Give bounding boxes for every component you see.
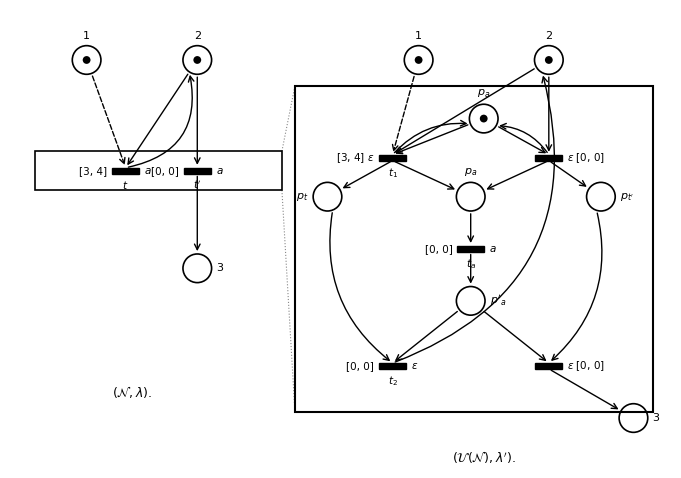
Bar — [35, 151, 282, 190]
Text: 1: 1 — [415, 31, 422, 41]
Circle shape — [415, 56, 422, 64]
Text: $t'$: $t'$ — [193, 179, 202, 191]
Circle shape — [545, 56, 553, 64]
Bar — [457, 246, 484, 252]
Bar — [379, 363, 407, 369]
Circle shape — [480, 115, 488, 122]
Text: [3, 4]: [3, 4] — [79, 166, 108, 175]
Bar — [112, 168, 140, 174]
Text: 3: 3 — [652, 413, 659, 423]
Text: $t_a$: $t_a$ — [466, 257, 476, 271]
Text: $a$: $a$ — [489, 244, 496, 254]
Text: [0, 0]: [0, 0] — [151, 166, 179, 175]
Text: $(\mathcal{U}(\mathcal{N}), \lambda^{\prime}).$: $(\mathcal{U}(\mathcal{N}), \lambda^{\pr… — [452, 449, 516, 465]
Text: 3: 3 — [216, 263, 223, 273]
Text: $a$: $a$ — [144, 166, 152, 175]
Text: $p'_a$: $p'_a$ — [490, 293, 506, 308]
Text: $(\mathcal{N}, \lambda).$: $(\mathcal{N}, \lambda).$ — [112, 384, 153, 400]
Text: $p_{t^\prime}$: $p_{t^\prime}$ — [620, 191, 634, 203]
Text: $p_t$: $p_t$ — [296, 191, 308, 203]
Text: $\epsilon$: $\epsilon$ — [411, 361, 418, 371]
Text: $\bar{p}_a$: $\bar{p}_a$ — [477, 86, 490, 100]
Bar — [295, 86, 653, 412]
Circle shape — [193, 56, 201, 64]
Circle shape — [82, 56, 91, 64]
Bar — [184, 168, 211, 174]
Text: [0, 0]: [0, 0] — [424, 244, 452, 254]
Text: [0, 0]: [0, 0] — [347, 361, 375, 371]
Bar — [379, 155, 407, 161]
Text: $t_2$: $t_2$ — [387, 374, 398, 388]
Text: $t$: $t$ — [123, 179, 129, 191]
Text: $a$: $a$ — [215, 166, 223, 175]
Text: $p_a$: $p_a$ — [464, 166, 477, 178]
Text: $\epsilon$ [0, 0]: $\epsilon$ [0, 0] — [567, 359, 605, 373]
Text: 1: 1 — [83, 31, 90, 41]
Text: 2: 2 — [193, 31, 201, 41]
Bar — [535, 363, 563, 369]
Text: $\epsilon$ [0, 0]: $\epsilon$ [0, 0] — [567, 151, 605, 164]
Text: [3, 4] $\epsilon$: [3, 4] $\epsilon$ — [336, 151, 375, 164]
Text: 2: 2 — [545, 31, 552, 41]
Text: $t_1$: $t_1$ — [387, 166, 398, 180]
Bar — [535, 155, 563, 161]
